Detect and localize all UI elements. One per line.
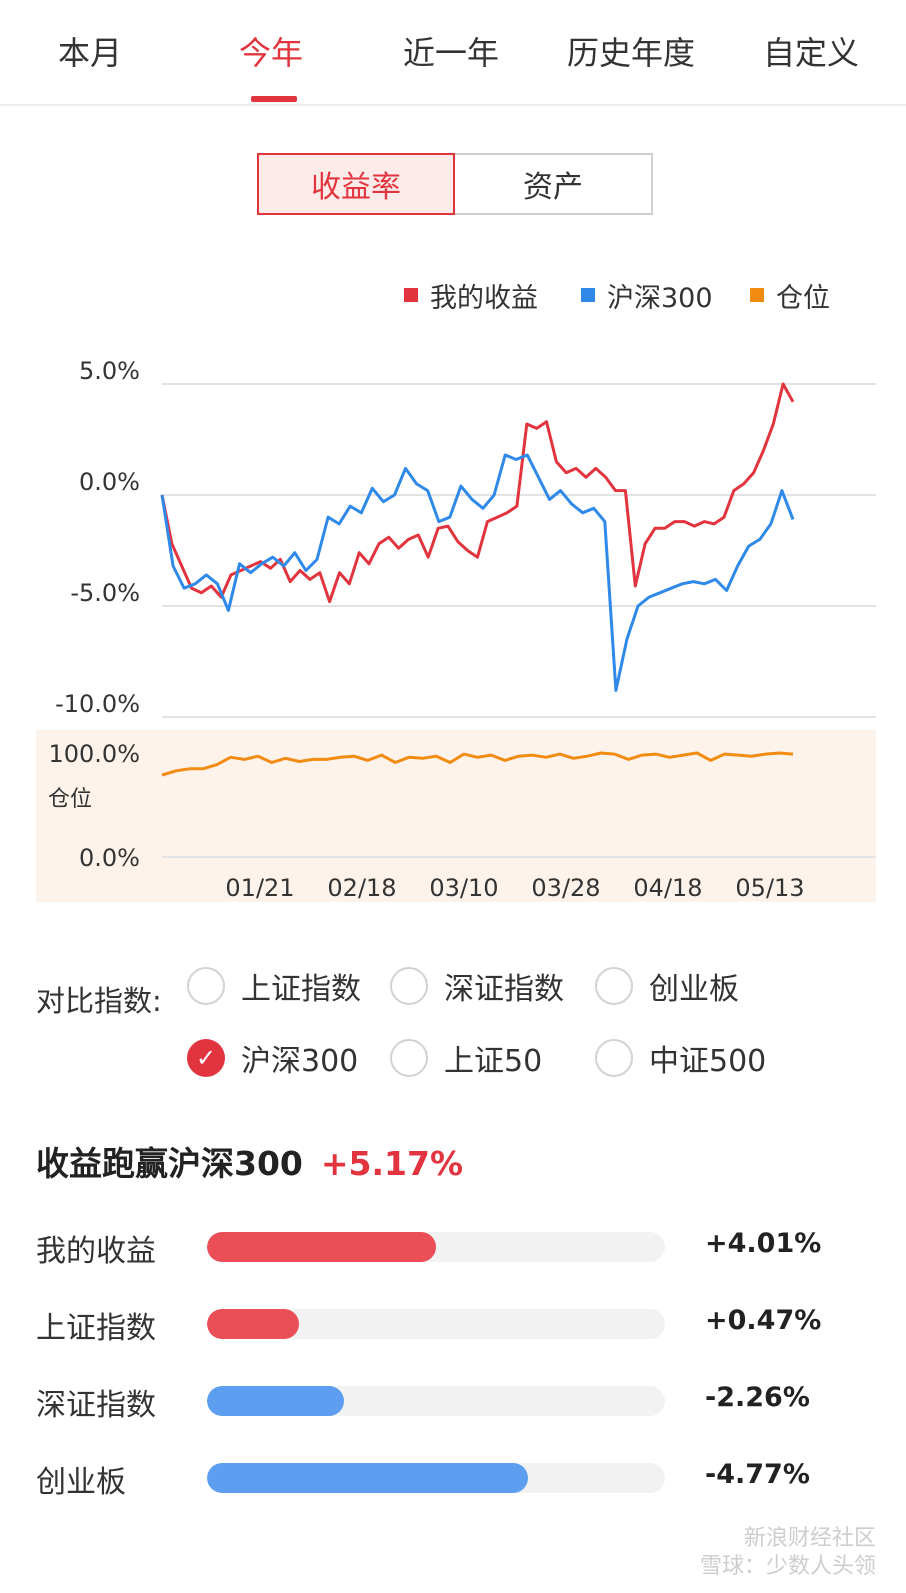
legend-my-return: 我的收益 <box>404 277 538 314</box>
legend-label: 我的收益 <box>430 282 538 314</box>
y-tick-label: -5.0% <box>70 579 140 607</box>
check-icon: ✓ <box>187 1039 225 1077</box>
tab-history-years[interactable]: 历史年度 <box>566 34 696 72</box>
legend-swatch <box>581 288 595 302</box>
radio-sse50[interactable]: 上证50 <box>390 1036 542 1080</box>
bar-value: +0.47% <box>705 1305 822 1336</box>
legend-csi300: 沪深300 <box>581 277 713 314</box>
series-line-my-return <box>160 382 795 604</box>
tab-last-year[interactable]: 近一年 <box>402 34 500 72</box>
radio-label: 深证指数 <box>444 972 564 1007</box>
tab-custom[interactable]: 自定义 <box>762 34 860 72</box>
legend-position: 仓位 <box>750 277 830 314</box>
bar-fill <box>207 1386 345 1416</box>
radio-label: 创业板 <box>649 972 739 1007</box>
x-tick-label: 03/10 <box>429 874 498 902</box>
radio-label: 沪深300 <box>241 1044 359 1079</box>
compare-index-label: 对比指数: <box>36 984 162 1018</box>
x-tick-label: 02/18 <box>327 874 396 902</box>
radio-szse-index[interactable]: 深证指数 <box>390 964 564 1008</box>
bar-fill <box>207 1232 436 1262</box>
radio-circle-icon <box>187 967 225 1005</box>
series-layer <box>160 382 795 777</box>
legend-label: 沪深300 <box>607 282 713 314</box>
bar-row-szse-index: 深证指数 -2.26% <box>0 1380 906 1423</box>
bar-value: -4.77% <box>705 1459 810 1490</box>
bar-label: 上证指数 <box>36 1311 156 1346</box>
y-tick-label: -10.0% <box>55 690 140 718</box>
series-line-position <box>161 751 794 777</box>
outperform-summary: 收益跑赢沪深300 +5.17% <box>36 1137 463 1185</box>
return-rate-toggle[interactable]: 收益率 <box>257 153 455 215</box>
bar-fill <box>207 1463 528 1493</box>
radio-circle-icon <box>390 967 428 1005</box>
return-chart: 5.0% 0.0% -5.0% -10.0% 100.0% 仓位 0.0% 01… <box>36 357 876 902</box>
bar-label: 深证指数 <box>36 1388 156 1423</box>
radio-label: 上证50 <box>444 1044 543 1079</box>
bar-row-my-return: 我的收益 +4.01% <box>0 1226 906 1269</box>
y-tick-label: 5.0% <box>79 357 140 385</box>
bar-track <box>207 1309 665 1339</box>
legend-swatch <box>750 288 764 302</box>
bar-fill <box>207 1309 299 1339</box>
bar-label: 创业板 <box>36 1465 126 1500</box>
radio-label: 上证指数 <box>241 972 361 1007</box>
radio-chinext[interactable]: 创业板 <box>595 964 739 1008</box>
bar-track <box>207 1232 665 1262</box>
radio-circle-icon <box>595 967 633 1005</box>
bar-track <box>207 1386 665 1416</box>
active-tab-indicator <box>251 96 297 102</box>
legend-label: 仓位 <box>776 282 830 314</box>
watermark: 新浪财经社区 雪球：少数人头领 <box>700 1525 876 1581</box>
radio-circle-icon <box>595 1039 633 1077</box>
position-tick-label: 0.0% <box>79 844 140 872</box>
bar-row-sse-index: 上证指数 +0.47% <box>0 1303 906 1346</box>
position-tick-label: 100.0% <box>48 740 140 768</box>
assets-toggle[interactable]: 资产 <box>455 153 653 215</box>
series-line-csi300 <box>160 453 795 692</box>
bar-label: 我的收益 <box>36 1234 156 1269</box>
tab-this-month[interactable]: 本月 <box>57 34 123 72</box>
y-tick-label: 0.0% <box>79 468 140 496</box>
radio-csi300[interactable]: ✓ 沪深300 <box>187 1036 358 1080</box>
watermark-line: 雪球：少数人头领 <box>699 1554 876 1579</box>
bar-track <box>207 1463 665 1493</box>
period-tabs: 本月 今年 近一年 历史年度 自定义 <box>0 0 906 106</box>
legend-swatch <box>404 288 418 302</box>
radio-sse-index[interactable]: 上证指数 <box>187 964 361 1008</box>
radio-circle-icon <box>390 1039 428 1077</box>
x-tick-label: 03/28 <box>531 874 600 902</box>
position-axis-label: 仓位 <box>48 787 92 812</box>
bar-value: +4.01% <box>705 1228 822 1259</box>
bar-value: -2.26% <box>705 1382 810 1413</box>
watermark-line: 新浪财经社区 <box>743 1526 876 1551</box>
summary-value: +5.17% <box>320 1144 464 1183</box>
radio-label: 中证500 <box>649 1044 767 1079</box>
x-tick-label: 01/21 <box>225 874 294 902</box>
radio-csi500[interactable]: 中证500 <box>595 1036 766 1080</box>
bar-row-chinext: 创业板 -4.77% <box>0 1457 906 1500</box>
tab-this-year[interactable]: 今年 <box>238 34 304 72</box>
x-tick-label: 04/18 <box>633 874 702 902</box>
summary-title: 收益跑赢沪深300 <box>36 1144 303 1183</box>
x-tick-label: 05/13 <box>735 874 804 902</box>
